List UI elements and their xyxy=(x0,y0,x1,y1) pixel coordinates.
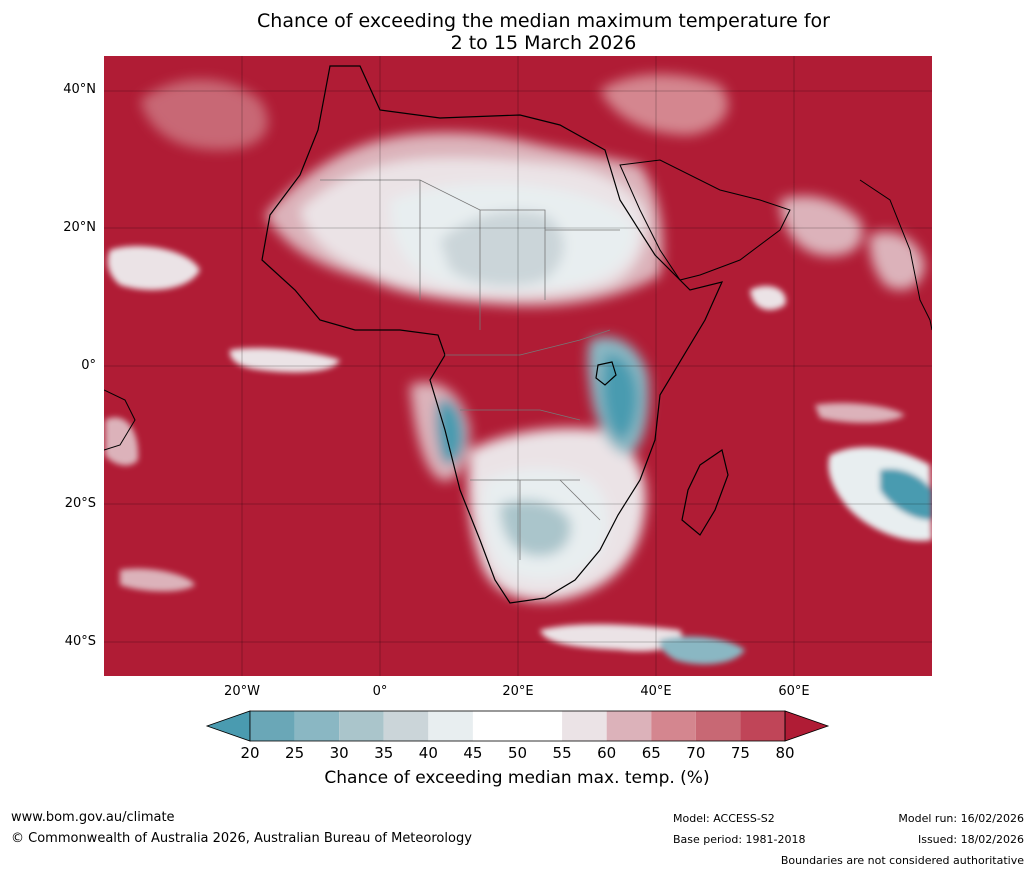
model-text: Model: ACCESS-S2 xyxy=(673,812,775,825)
colorbar-tick-label: 40 xyxy=(418,744,438,762)
base-period-text: Base period: 1981-2018 xyxy=(673,833,806,846)
colorbar-segment xyxy=(740,711,785,741)
africa-coastline xyxy=(261,65,724,604)
south-america-coast xyxy=(104,389,136,451)
colorbar-segment xyxy=(562,711,607,741)
arabia-coastline xyxy=(619,159,791,281)
website-text: www.bom.gov.au/climate xyxy=(11,810,175,825)
x-tick-40e: 40°E xyxy=(640,684,672,699)
southern-africa-anomaly-field xyxy=(410,336,650,601)
y-tick-40s: 40°S xyxy=(64,634,96,649)
colorbar-tick-label: 70 xyxy=(686,744,706,762)
graticule xyxy=(104,56,932,676)
issued-text: Issued: 18/02/2026 xyxy=(917,833,1024,846)
colorbar-tick-label: 20 xyxy=(240,744,260,762)
country-borders xyxy=(320,179,620,560)
title-line-2: 2 to 15 March 2026 xyxy=(450,32,637,54)
colorbar-segment xyxy=(428,711,473,741)
india-coastline xyxy=(859,179,932,331)
y-tick-20n: 20°N xyxy=(63,220,96,235)
colorbar-tick-label: 45 xyxy=(463,744,483,762)
x-tick-0: 0° xyxy=(372,684,388,699)
colorbar-tick-label: 80 xyxy=(775,744,795,762)
colorbar-extend-high xyxy=(784,710,830,742)
x-tick-20e: 20°E xyxy=(502,684,534,699)
colorbar-segment xyxy=(294,711,340,741)
x-tick-20w: 20°W xyxy=(224,684,260,699)
colorbar-tick-label: 60 xyxy=(597,744,617,762)
colorbar-extend-low xyxy=(205,710,251,742)
title-line-1: Chance of exceeding the median maximum t… xyxy=(257,10,830,32)
colorbar-segment xyxy=(651,711,696,741)
colorbar-tick-label: 65 xyxy=(641,744,661,762)
colorbar-title: Chance of exceeding median max. temp. (%… xyxy=(324,768,710,788)
y-tick-0: 0° xyxy=(81,358,96,373)
colorbar-tick-label: 50 xyxy=(507,744,528,762)
sahara-anomaly-field xyxy=(140,74,925,307)
colorbar-segment xyxy=(383,711,429,741)
copyright-text: © Commonwealth of Australia 2026, Austra… xyxy=(11,831,472,846)
colorbar-segment xyxy=(250,711,295,741)
colorbar-border xyxy=(249,710,786,742)
colorbar-segment xyxy=(695,711,741,741)
colorbar-segment xyxy=(606,711,652,741)
madagascar-coastline xyxy=(681,449,729,536)
x-tick-60e: 60°E xyxy=(778,684,810,699)
colorbar xyxy=(205,710,830,742)
colorbar-tick-label: 75 xyxy=(730,744,750,762)
lake-victoria xyxy=(595,361,617,386)
colorbar-segment xyxy=(517,711,563,741)
colorbar-tick-label: 55 xyxy=(552,744,572,762)
map-title: Chance of exceeding the median maximum t… xyxy=(0,10,1035,54)
colorbar-segment xyxy=(339,711,384,741)
colorbar-tick-label: 35 xyxy=(374,744,394,762)
colorbar-tick-label: 30 xyxy=(329,744,349,762)
y-tick-40n: 40°N xyxy=(63,82,96,97)
disclaimer-text: Boundaries are not considered authoritat… xyxy=(780,854,1024,867)
colorbar-segment xyxy=(472,711,518,741)
colorbar-tick-label: 25 xyxy=(285,744,305,762)
y-tick-20s: 20°S xyxy=(64,496,96,511)
model-run-text: Model run: 16/02/2026 xyxy=(898,812,1024,825)
